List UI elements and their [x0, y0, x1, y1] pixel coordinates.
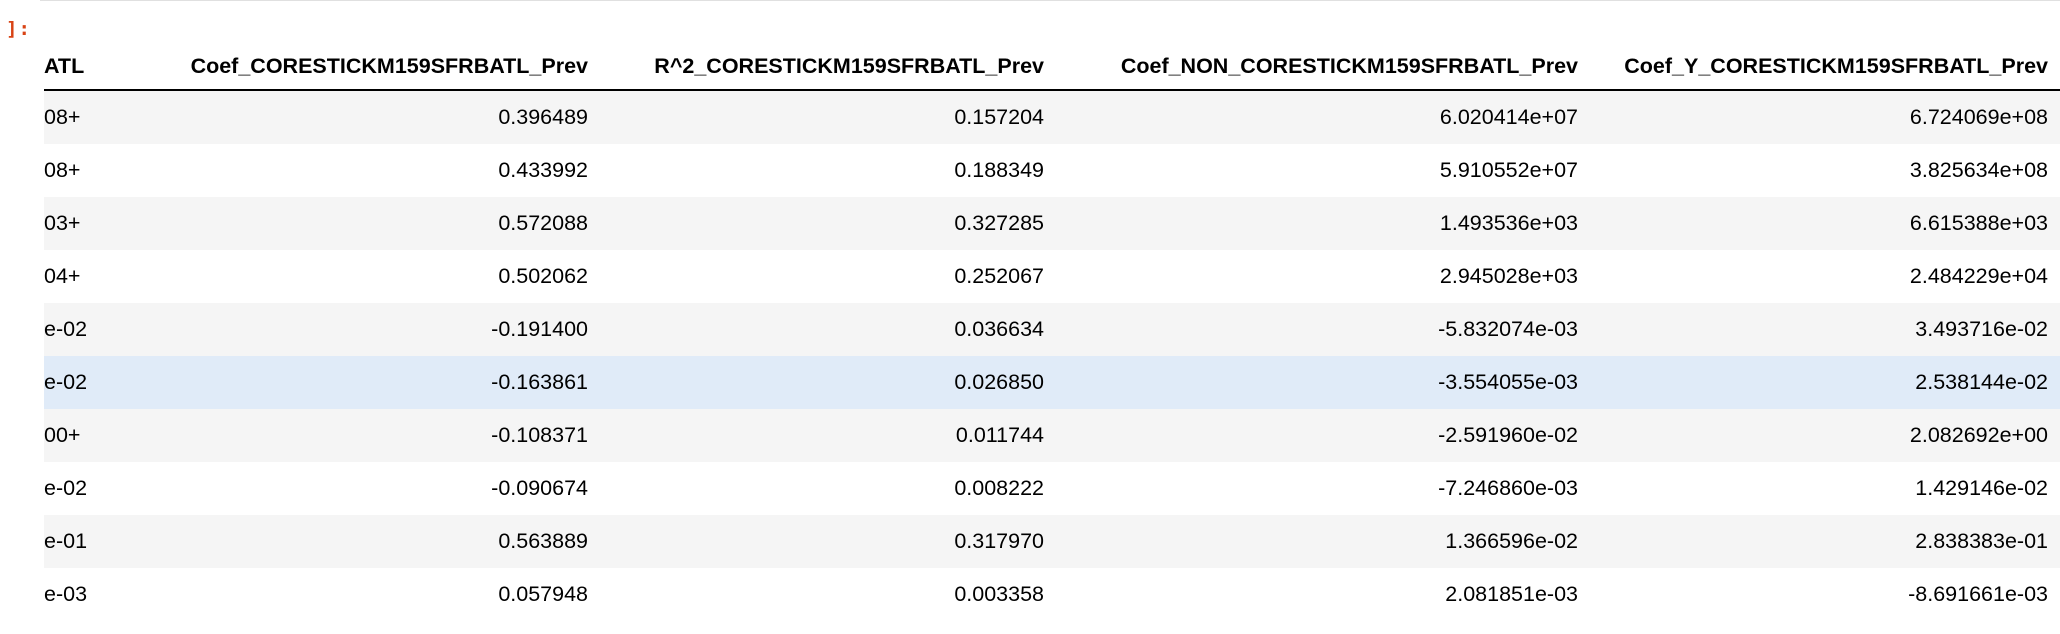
table-cell: e-03: [44, 568, 96, 621]
column-header: ATL: [44, 44, 96, 91]
table-cell: e-01: [44, 515, 96, 568]
table-row: e-03 0.057948 0.003358 2.081851e-03 -8.69166…: [44, 568, 2060, 621]
table-cell: 1.493536e+03: [1056, 197, 1590, 250]
table-row: e-02 -0.090674 0.008222 -7.246860e-03 1.4291…: [44, 462, 2060, 515]
table-body: +08 0.396489 0.157204 6.020414e+07 6.724069e…: [44, 90, 2060, 621]
table-cell: 2.538144e-02: [1590, 356, 2060, 409]
table-cell: e-02: [44, 462, 96, 515]
table-cell: 3.825634e+08: [1590, 144, 2060, 197]
table-cell: 2.082692e+00: [1590, 409, 2060, 462]
table-row: +04 0.502062 0.252067 2.945028e+03 2.484229e…: [44, 250, 2060, 303]
table-cell: 2.081851e-03: [1056, 568, 1590, 621]
table-row: e-02 -0.191400 0.036634 -5.832074e-03 3.4937…: [44, 303, 2060, 356]
table-row: e-02 -0.163861 0.026850 -3.554055e-03 2.5381…: [44, 356, 2060, 409]
table-cell: -3.554055e-03: [1056, 356, 1590, 409]
table-row: +00 -0.108371 0.011744 -2.591960e-02 2.08269…: [44, 409, 2060, 462]
column-header: Coef_CORESTICKM159SFRBATL_Prev: [96, 44, 600, 91]
table-cell: -8.691661e-03: [1590, 568, 2060, 621]
table-cell: 0.057948: [96, 568, 600, 621]
table-cell: 2.838383e-01: [1590, 515, 2060, 568]
table-cell: 6.724069e+08: [1590, 90, 2060, 144]
table-row: e-01 0.563889 0.317970 1.366596e-02 2.838383…: [44, 515, 2060, 568]
table-cell: 2.945028e+03: [1056, 250, 1590, 303]
table-cell: 0.036634: [600, 303, 1056, 356]
table-cell: -0.163861: [96, 356, 600, 409]
table-cell: 2.484229e+04: [1590, 250, 2060, 303]
column-header: Coef_NON_CORESTICKM159SFRBATL_Prev: [1056, 44, 1590, 91]
table-cell: 0.008222: [600, 462, 1056, 515]
table-cell: 0.572088: [96, 197, 600, 250]
table-cell: 5.910552e+07: [1056, 144, 1590, 197]
table-cell: -7.246860e-03: [1056, 462, 1590, 515]
table-cell: 0.188349: [600, 144, 1056, 197]
table-cell: -0.108371: [96, 409, 600, 462]
table-cell: 0.433992: [96, 144, 600, 197]
table-cell: -5.832074e-03: [1056, 303, 1590, 356]
table-cell: +04: [44, 250, 96, 303]
table-cell: 6.615388e+03: [1590, 197, 2060, 250]
table-cell: +08: [44, 90, 96, 144]
table-cell: 0.003358: [600, 568, 1056, 621]
table-cell: 1.429146e-02: [1590, 462, 2060, 515]
table-cell: +08: [44, 144, 96, 197]
table-cell: -0.191400: [96, 303, 600, 356]
table-cell: 0.252067: [600, 250, 1056, 303]
table-cell: 0.563889: [96, 515, 600, 568]
table-cell: 0.317970: [600, 515, 1056, 568]
table-row: +08 0.433992 0.188349 5.910552e+07 3.825634e…: [44, 144, 2060, 197]
table-row: +03 0.572088 0.327285 1.493536e+03 6.615388e…: [44, 197, 2060, 250]
cell-prompt: ]:: [6, 18, 31, 40]
table-cell: +00: [44, 409, 96, 462]
table-row: +08 0.396489 0.157204 6.020414e+07 6.724069e…: [44, 90, 2060, 144]
header-row: ATL Coef_CORESTICKM159SFRBATL_Prev R^2_C…: [44, 44, 2060, 91]
column-header: R^2_CORESTICKM159SFRBATL_Prev: [600, 44, 1056, 91]
table-cell: 3.493716e-02: [1590, 303, 2060, 356]
table-cell: +03: [44, 197, 96, 250]
dataframe-output[interactable]: ATL Coef_CORESTICKM159SFRBATL_Prev R^2_C…: [44, 44, 2060, 621]
table-cell: -0.090674: [96, 462, 600, 515]
table-cell: 0.157204: [600, 90, 1056, 144]
table-cell: 6.020414e+07: [1056, 90, 1590, 144]
table-cell: e-02: [44, 303, 96, 356]
table-header: ATL Coef_CORESTICKM159SFRBATL_Prev R^2_C…: [44, 44, 2060, 91]
column-header: Coef_Y_CORESTICKM159SFRBATL_Prev: [1590, 44, 2060, 91]
table-cell: 0.026850: [600, 356, 1056, 409]
table-cell: 0.011744: [600, 409, 1056, 462]
table-cell: 1.366596e-02: [1056, 515, 1590, 568]
table-cell: -2.591960e-02: [1056, 409, 1590, 462]
table-cell: 0.327285: [600, 197, 1056, 250]
table-cell: e-02: [44, 356, 96, 409]
dataframe-table: ATL Coef_CORESTICKM159SFRBATL_Prev R^2_C…: [44, 44, 2060, 621]
table-cell: 0.502062: [96, 250, 600, 303]
table-cell: 0.396489: [96, 90, 600, 144]
cell-top-border: [40, 0, 2060, 1]
